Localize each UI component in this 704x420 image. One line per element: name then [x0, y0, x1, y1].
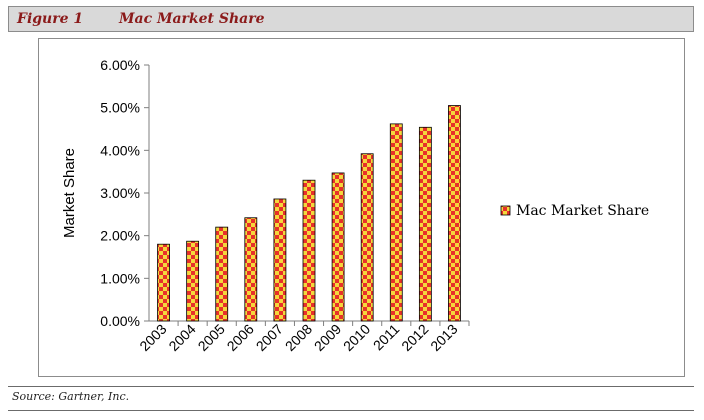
- legend-label: Mac Market Share: [516, 203, 649, 219]
- figure-label: Figure 1: [17, 11, 84, 27]
- figure-title: Mac Market Share: [119, 11, 265, 27]
- x-tick-label: 2009: [311, 321, 344, 354]
- x-tick-label: 2006: [224, 321, 257, 354]
- x-tick-label: 2004: [165, 321, 198, 354]
- source-rule-bottom: [8, 410, 694, 411]
- chart-frame: 0.00% 1.00% 2.00% 3.00% 4.00% 5.00% 6.00% Marke…: [38, 38, 685, 377]
- y-tick-label: 0.00%: [100, 313, 140, 329]
- y-tick-label: 5.00%: [100, 100, 140, 116]
- source-rule-top: [8, 386, 694, 387]
- x-tick-label: 2003: [136, 321, 169, 354]
- bar-2011: [389, 123, 403, 322]
- x-tick-label: 2008: [282, 321, 315, 354]
- bar-2008: [302, 179, 316, 322]
- y-axis-title: Market Share: [61, 148, 78, 238]
- bar-2012: [418, 126, 432, 322]
- legend-swatch: [500, 205, 511, 216]
- x-tick-label: 2012: [398, 321, 431, 354]
- y-tick-label: 3.00%: [100, 185, 140, 201]
- x-tick-label: 2013: [427, 321, 460, 354]
- x-tick-label: 2005: [195, 321, 228, 354]
- bar-2009: [331, 172, 345, 322]
- bar-2007: [273, 198, 287, 322]
- bar-chart: 0.00% 1.00% 2.00% 3.00% 4.00% 5.00% 6.00% Marke…: [61, 57, 649, 354]
- y-tick-label: 6.00%: [100, 57, 140, 73]
- x-tick-label: 2010: [340, 321, 373, 354]
- bar-2003: [157, 243, 170, 322]
- bar-2004: [186, 240, 200, 322]
- y-tick-label: 1.00%: [100, 270, 140, 286]
- y-tick-label: 4.00%: [100, 142, 140, 158]
- bar-2013: [448, 105, 461, 322]
- bar-2006: [244, 217, 258, 322]
- source-note: Source: Gartner, Inc.: [12, 390, 130, 403]
- x-tick-label: 2007: [253, 321, 286, 354]
- bar-2010: [360, 153, 374, 322]
- y-tick-label: 2.00%: [100, 228, 140, 244]
- figure-header: Figure 1 Mac Market Share: [8, 6, 694, 32]
- x-tick-label: 2011: [370, 321, 403, 354]
- bar-2005: [215, 226, 229, 322]
